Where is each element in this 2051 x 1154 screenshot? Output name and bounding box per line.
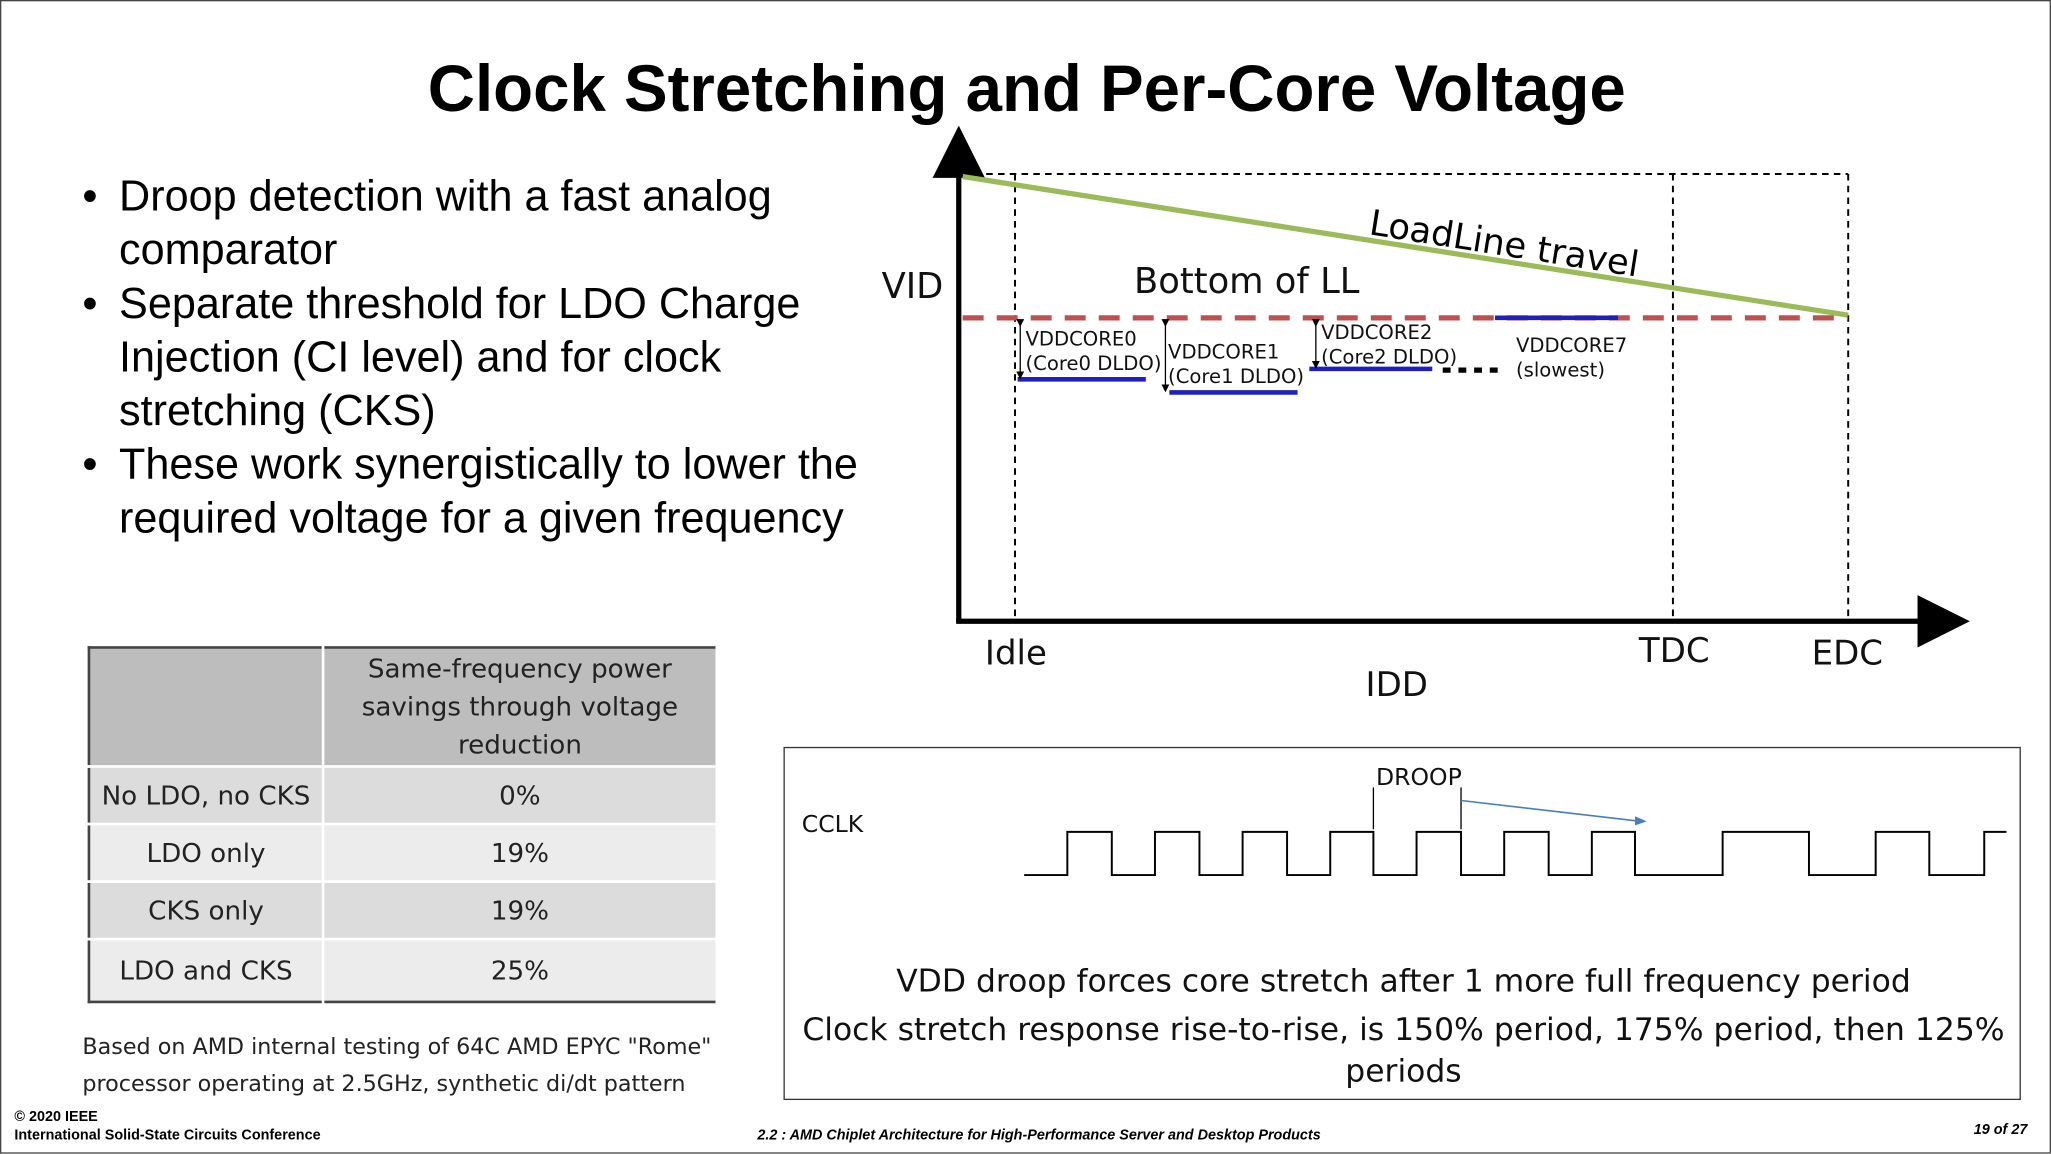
- power-savings-table: Same-frequency power savings through vol…: [87, 646, 719, 1004]
- footnote: Based on AMD internal testing of 64C AMD…: [82, 1029, 711, 1102]
- cell: CKS only: [88, 880, 325, 940]
- core-name: VDDCORE7: [1515, 333, 1628, 358]
- bullet: These work synergistically to lower the …: [80, 437, 917, 544]
- footer-left: © 2020 IEEE International Solid-State Cir…: [14, 1108, 320, 1145]
- caption-line: Clock stretch response rise-to-rise, is …: [802, 1011, 2005, 1048]
- table-row: LDO and CKS 25%: [88, 937, 719, 1002]
- idle-label: Idle: [984, 634, 1047, 674]
- core0-label: VDDCORE0 (Core0 DLDO): [1025, 327, 1161, 377]
- cell: LDO and CKS: [88, 937, 325, 1002]
- table-row: No LDO, no CKS 0%: [88, 765, 719, 825]
- core-voltage-lines: [1017, 315, 1618, 395]
- cell: LDO only: [88, 822, 325, 882]
- core-sub: (Core1 DLDO): [1168, 364, 1305, 389]
- cell: 19%: [323, 822, 719, 882]
- tdc-label: TDC: [1638, 631, 1710, 672]
- core-sub: (slowest): [1515, 358, 1605, 382]
- table-header: [88, 647, 325, 767]
- cell: 0%: [323, 765, 719, 825]
- conference: International Solid-State Circuits Confe…: [14, 1127, 321, 1144]
- footer-talk: 2.2 : AMD Chiplet Architecture for High-…: [757, 1127, 1321, 1144]
- caption-line: VDD droop forces core stretch after 1 mo…: [896, 962, 1911, 1000]
- clock-caption: VDD droop forces core stretch after 1 mo…: [785, 957, 2022, 1090]
- copyright: © 2020 IEEE: [14, 1109, 98, 1125]
- cclk-waveform: [1024, 787, 2007, 877]
- table-row: CKS only 19%: [88, 880, 719, 940]
- core-sub: (Core0 DLDO): [1025, 351, 1162, 376]
- bottom-ll-label: Bottom of LL: [1134, 261, 1360, 303]
- table-row: LDO only 19%: [88, 822, 719, 882]
- edc-label: EDC: [1811, 634, 1884, 674]
- core2-label: VDDCORE2 (Core2 DLDO): [1321, 320, 1457, 370]
- bullet: Separate threshold for LDO Charge Inject…: [80, 276, 917, 437]
- caption-line: periods: [1345, 1052, 1462, 1090]
- clock-waveform-box: CCLK DROOP VDD droop forces core stretch…: [783, 746, 2022, 1101]
- cell: No LDO, no CKS: [88, 765, 325, 825]
- droop-label: DROOP: [1376, 763, 1462, 792]
- bullet: Droop detection with a fast analog compa…: [80, 169, 917, 276]
- core-sub: (Core2 DLDO): [1321, 345, 1458, 369]
- note-line: Based on AMD internal testing of 64C AMD…: [82, 1034, 712, 1061]
- page-number: 19 of 27: [1973, 1122, 2028, 1138]
- core7-label: VDDCORE7 (slowest): [1516, 334, 1627, 384]
- loadline-label: LoadLine travel: [1367, 203, 1642, 286]
- table-header: Same-frequency power savings through vol…: [323, 647, 719, 767]
- cell: 25%: [323, 937, 719, 1002]
- core-name: VDDCORE1: [1168, 340, 1280, 364]
- vid-label: VID: [881, 266, 944, 308]
- loadline-diagram: LoadLine travel: [932, 125, 1970, 648]
- idd-label: IDD: [1365, 665, 1428, 706]
- core1-label: VDDCORE1 (Core1 DLDO): [1168, 340, 1304, 390]
- bullet-list: Droop detection with a fast analog compa…: [80, 169, 917, 544]
- core-name: VDDCORE0: [1025, 327, 1137, 351]
- cclk-label: CCLK: [801, 810, 864, 839]
- slide-title: Clock Stretching and Per-Core Voltage: [427, 52, 1626, 126]
- cell: 19%: [323, 880, 719, 940]
- core-name: VDDCORE2: [1321, 320, 1433, 345]
- loadline: [962, 173, 1849, 318]
- note-line: processor operating at 2.5GHz, synthetic…: [82, 1071, 686, 1098]
